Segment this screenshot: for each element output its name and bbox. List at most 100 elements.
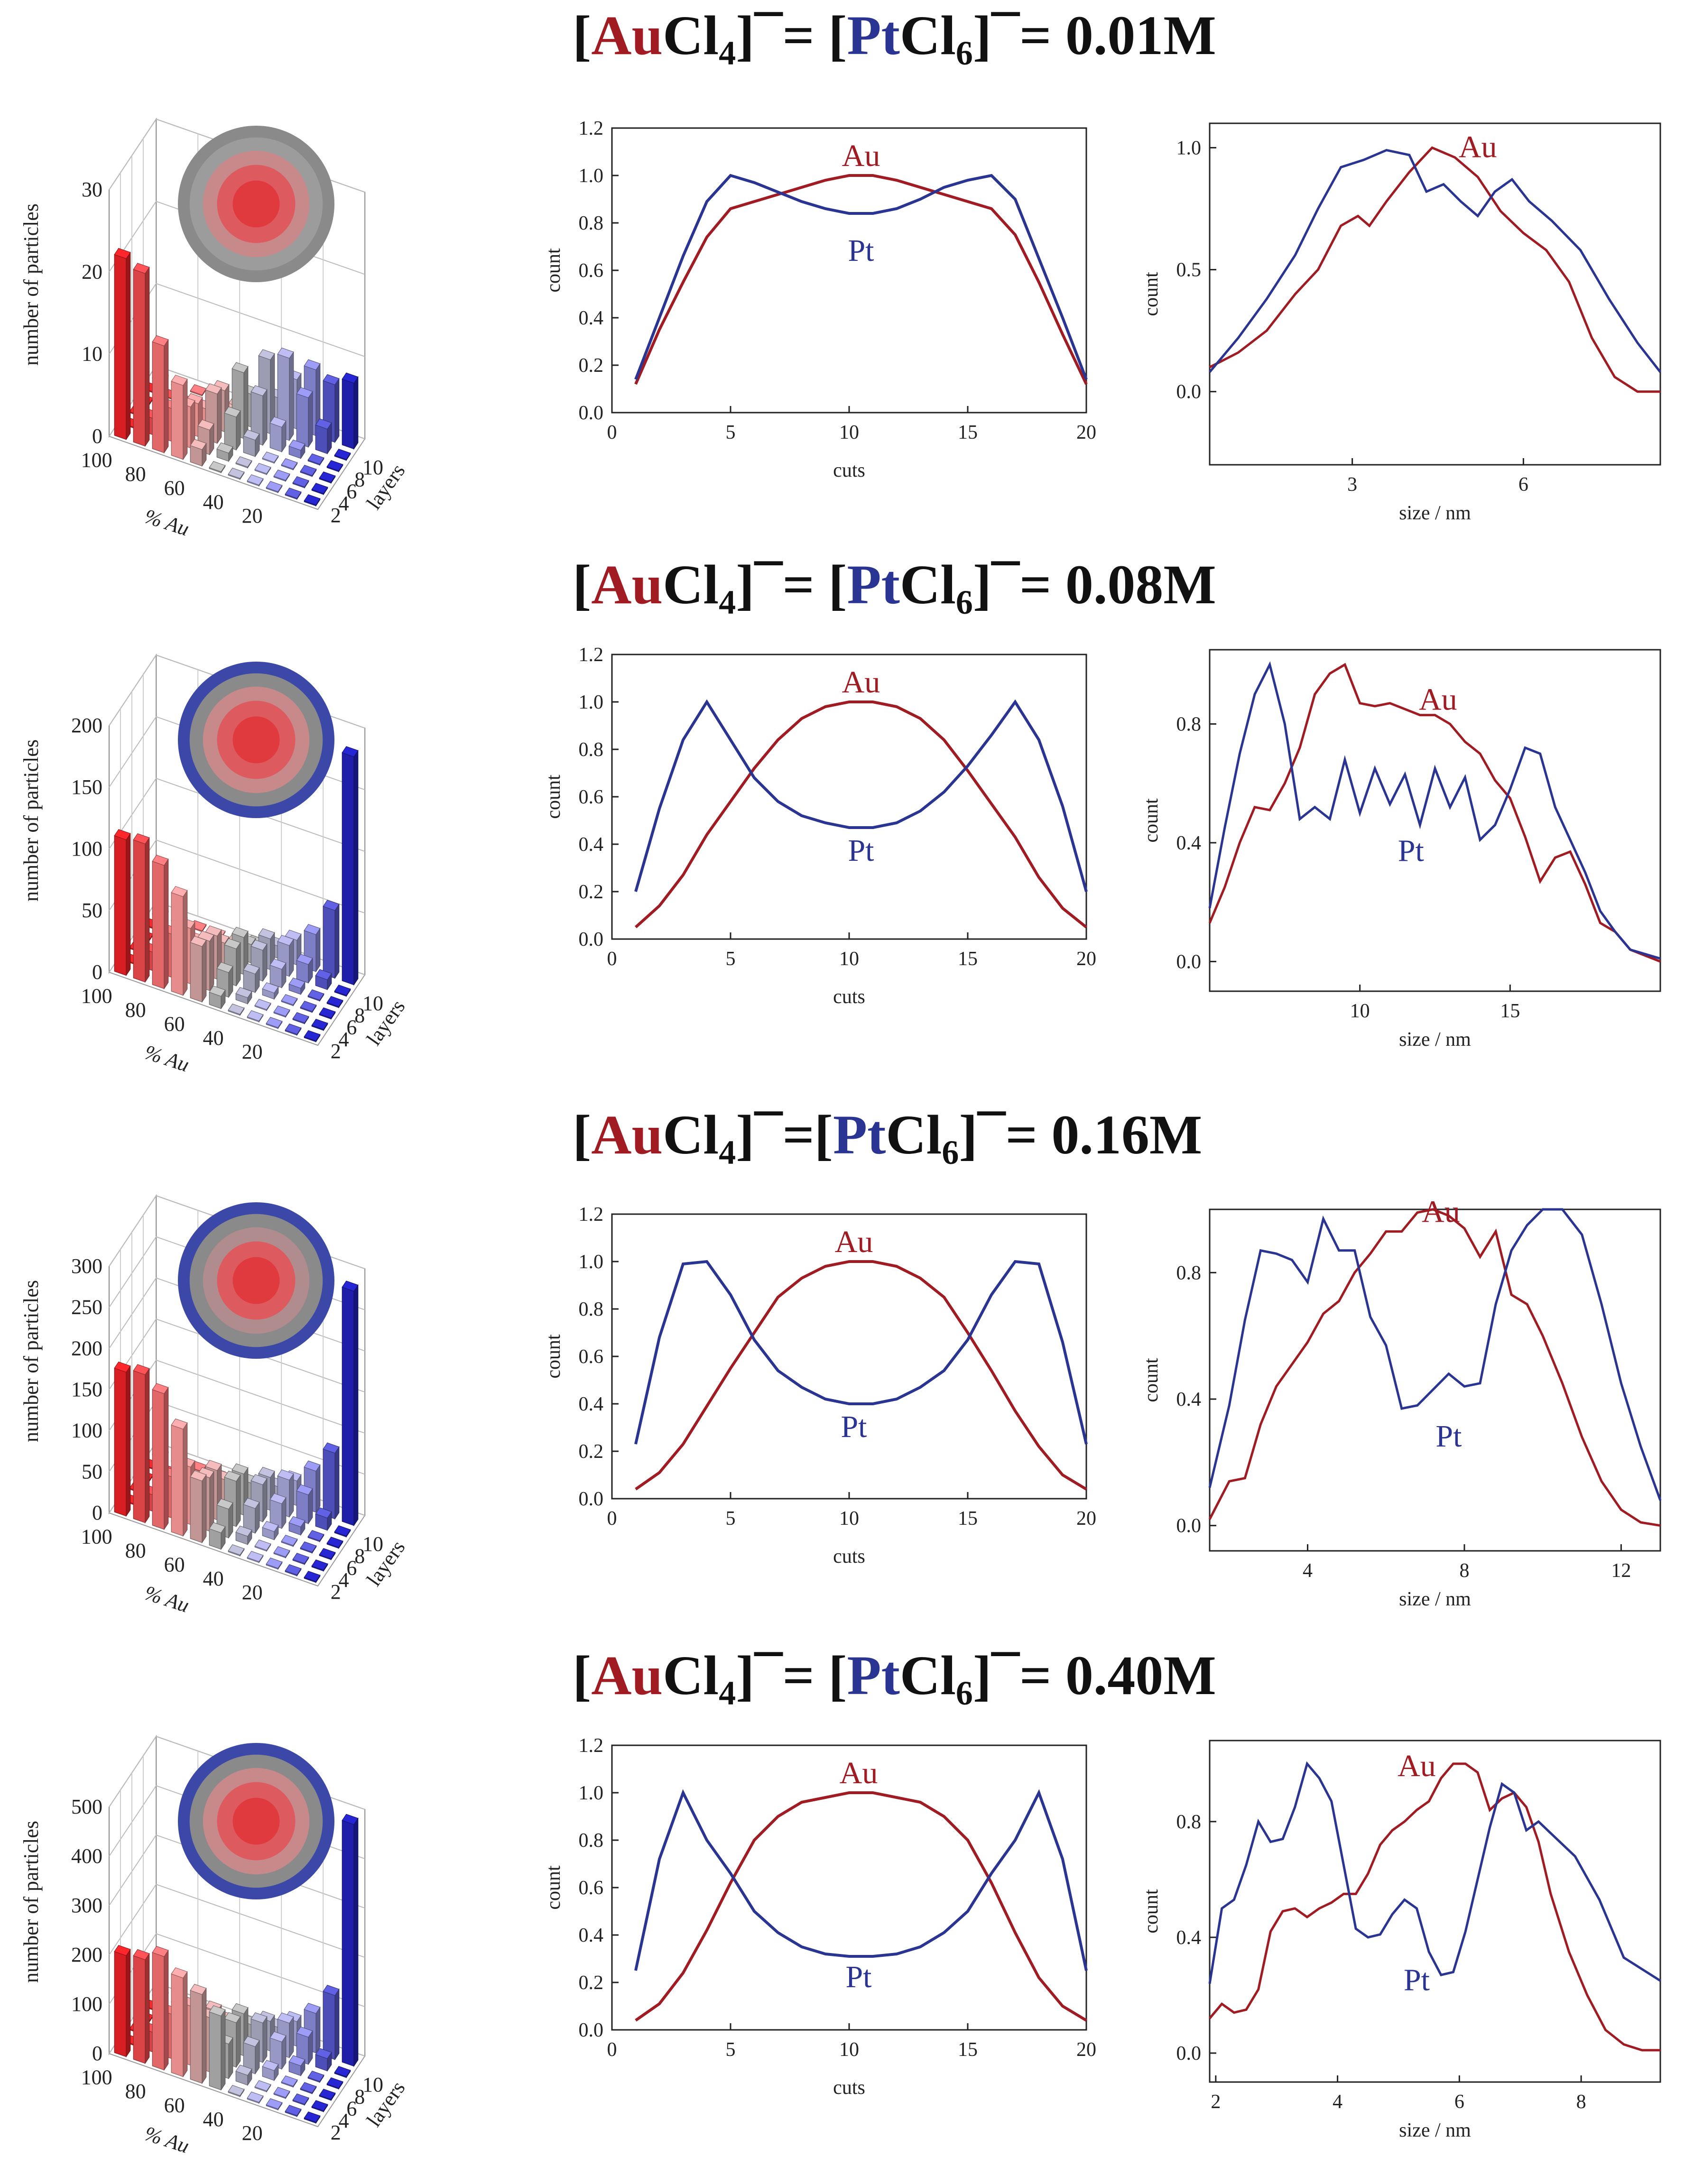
z-tick-label: 100 [71, 837, 102, 860]
y-tick-label: 0.6 [579, 786, 604, 808]
bar-3d [342, 1814, 359, 2067]
bar-side-face [221, 2009, 226, 2091]
bar-top-face [342, 372, 359, 384]
bar-side-face [334, 378, 340, 443]
bar-top-face [243, 1498, 260, 1509]
x-tick-label: 40 [203, 2108, 224, 2131]
bar-top-face [266, 481, 283, 492]
bar-top-face [266, 2098, 283, 2110]
bars [114, 746, 359, 1043]
bar-side-face [217, 387, 222, 444]
bar-3d [243, 2036, 260, 2075]
bar-3d [171, 1967, 188, 2078]
bar-3d [307, 989, 324, 1002]
bar-3d [304, 1571, 321, 1584]
bar-front-face [323, 1448, 335, 1520]
bar-3d [292, 2093, 309, 2106]
bar-top-face [171, 1967, 188, 1979]
series-annotation-au: Au [1422, 1195, 1460, 1229]
y-tick-label: 1.2 [579, 644, 604, 666]
bar-top-face [311, 483, 328, 494]
bar-side-face [183, 1422, 188, 1537]
bar-top-face [133, 833, 150, 845]
bar-top-face [269, 1493, 287, 1504]
y-tick-label: 0.0 [1176, 2043, 1202, 2064]
bar-3d [254, 2080, 271, 2093]
bar-3d [209, 461, 226, 474]
bars [114, 1814, 359, 2124]
row-3: [AuCl4]¯= [PtCl6]¯= 0.40M [0, 1631, 1694, 2184]
bar-top-face [235, 1525, 252, 1537]
bar-3d [254, 463, 271, 476]
bar-top-face [300, 465, 317, 476]
z-tick-label: 200 [71, 714, 102, 737]
bar-3d [114, 1944, 131, 2058]
bar-side-face [145, 1367, 150, 1524]
y-tick-label: 2 [331, 1580, 341, 1603]
series-line-au [634, 700, 1087, 929]
bar-top-face [114, 1944, 131, 1956]
bar-3d [288, 2055, 305, 2077]
y-tick-label: 4 [339, 2109, 349, 2132]
x-tick-label: 40 [203, 490, 224, 514]
bar-3d [307, 1530, 324, 1543]
bar-front-face [269, 423, 282, 452]
bar-top-face [334, 449, 351, 460]
bar-3d [292, 476, 309, 489]
bar-side-face [308, 390, 313, 448]
bar-3d [281, 458, 298, 471]
series-annotation-pt: Pt [1404, 1963, 1430, 1997]
bar-3d [209, 2005, 226, 2091]
bar-front-face [152, 1389, 165, 1530]
bar-3d [235, 2064, 252, 2086]
bar-top-face [243, 963, 260, 975]
y-tick-label: 8 [354, 1004, 365, 1027]
bar-top-face [323, 374, 340, 385]
bar-3d [300, 1001, 317, 1014]
y-tick-label: 0.8 [579, 739, 604, 761]
bar-side-face [289, 351, 294, 442]
x-tick-label: 5 [726, 2039, 736, 2061]
y-tick-label: 6 [346, 2097, 357, 2120]
bar-top-face [315, 1507, 332, 1519]
bars [114, 1281, 359, 1584]
bar-top-face [326, 1537, 343, 1548]
bar-top-face [262, 1521, 279, 1532]
bar-front-face [171, 892, 184, 996]
y-tick-label: 1.0 [579, 1251, 604, 1273]
bar-top-face [304, 359, 321, 370]
bar-3d [319, 1007, 336, 1020]
bar-side-face [236, 1474, 241, 1528]
bar-3d [269, 958, 287, 989]
bar-top-face [323, 1442, 340, 1454]
x-tick-label: 0 [607, 422, 617, 443]
bar-top-face [209, 986, 226, 997]
bar-top-face [152, 335, 169, 346]
x-tick-label: 15 [958, 422, 978, 443]
bar-top-face [152, 1383, 169, 1394]
bar-3d [326, 1537, 343, 1549]
bar-top-face [285, 488, 302, 499]
bar-top-face [307, 453, 324, 465]
bar-top-face [273, 1005, 290, 1017]
x-tick-label: 60 [164, 1012, 185, 1035]
bar-3d [171, 886, 188, 996]
x-tick-label: 6 [1454, 2091, 1464, 2113]
bar-3d [311, 1019, 328, 1032]
z-tick-label: 150 [71, 1378, 102, 1401]
bar-top-face [342, 1281, 359, 1292]
bar-top-face [209, 1522, 226, 1533]
bar-3d [269, 1493, 287, 1530]
plot-frame [1209, 1740, 1661, 2083]
z-tick-label: 20 [82, 260, 102, 283]
bar-side-face [353, 376, 359, 450]
cuts-chart-2: 0.0 0.2 0.4 0.6 0.8 1.0 1.2 0 5 10 15 20 cuts count Au… [543, 1204, 1096, 1567]
bar-top-face [342, 746, 359, 757]
bar-3d [342, 1281, 359, 1527]
y-tick-label: 0.6 [579, 1877, 604, 1899]
bar-top-face [231, 1463, 249, 1474]
bar-side-face [183, 378, 188, 461]
x-tick-label: 5 [726, 948, 736, 970]
bar-top-face [281, 994, 298, 1005]
bar-3d [288, 439, 305, 460]
